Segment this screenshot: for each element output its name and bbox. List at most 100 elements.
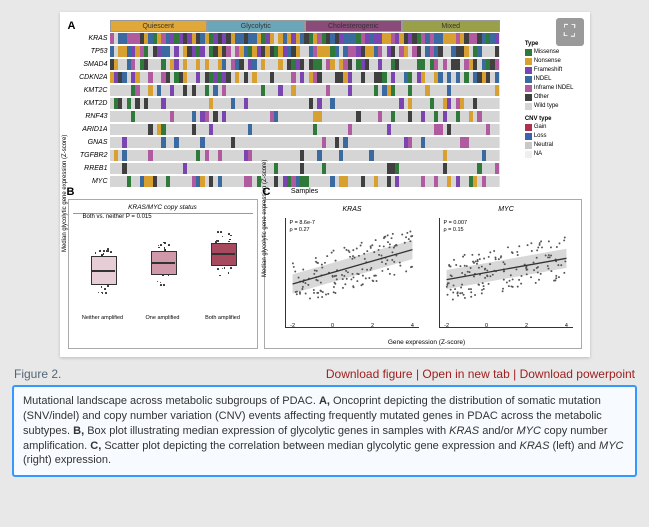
mut-legend-title: Type xyxy=(525,40,574,48)
svg-text:2: 2 xyxy=(524,323,527,327)
scatter-svg: -2024 xyxy=(440,218,573,327)
onco-track xyxy=(110,33,500,44)
scatter-pair: KRAS P = 8.6e-7 ρ = 0.27 -2024 MYC P = 0… xyxy=(269,204,577,344)
legend-item: Frameshift xyxy=(525,66,574,74)
onco-track xyxy=(110,98,500,109)
onco-track xyxy=(110,111,500,122)
svg-text:-2: -2 xyxy=(290,323,295,327)
figure-number: Figure 2. xyxy=(14,367,61,381)
oncoprint-row-KRAS: KRAS xyxy=(68,32,582,44)
oncoprint-row-KMT2C: KMT2C xyxy=(68,84,582,96)
svg-text:0: 0 xyxy=(485,323,488,327)
mutation-legend: Type MissenseNonsenseFrameshiftINDELInfr… xyxy=(525,40,574,159)
oncoprint-row-KMT2D: KMT2D xyxy=(68,97,582,109)
legend-label: Other xyxy=(534,93,549,101)
legend-label: Loss xyxy=(534,132,547,140)
gene-label-TGFBR2: TGFBR2 xyxy=(68,152,110,159)
legend-item: Gain xyxy=(525,123,574,131)
scatter-myc-title: MYC xyxy=(440,206,573,213)
legend-label: Nonsense xyxy=(534,57,561,65)
open-new-tab-link[interactable]: Open in new tab xyxy=(422,367,509,381)
cnv-legend-title: CNV type xyxy=(525,115,574,123)
legend-swatch xyxy=(525,133,532,140)
cnv-legend-items: GainLossNeutralNA xyxy=(525,123,574,158)
box-1 xyxy=(147,218,179,313)
legend-item: Other xyxy=(525,93,574,101)
onco-track xyxy=(110,85,500,96)
legend-item: NA xyxy=(525,150,574,158)
oncoprint-row-CDKN2A: CDKN2A xyxy=(68,71,582,83)
samples-axis-label: Samples xyxy=(110,188,500,195)
gene-label-GNAS: GNAS xyxy=(68,139,110,146)
box-xlabel: Neither amplified xyxy=(73,315,132,321)
bottom-panels: B KRAS/MYC copy status Both vs. neither … xyxy=(68,199,582,349)
subtype-header: QuiescentGlycolyticCholesterogenicMixed xyxy=(110,20,500,32)
legend-swatch xyxy=(525,85,532,92)
legend-swatch xyxy=(525,103,532,110)
oncoprint-row-TP53: TP53 xyxy=(68,45,582,57)
oncoprint-row-RNF43: RNF43 xyxy=(68,110,582,122)
subtype-mixed: Mixed xyxy=(402,20,500,32)
svg-text:2: 2 xyxy=(370,323,373,327)
gene-label-KMT2C: KMT2C xyxy=(68,87,110,94)
boxplot-title: KRAS/MYC copy status xyxy=(73,204,253,214)
oncoprint-row-TGFBR2: TGFBR2 xyxy=(68,149,582,161)
onco-track xyxy=(110,59,500,70)
onco-track xyxy=(110,150,500,161)
legend-item: Neutral xyxy=(525,141,574,149)
figure-panel: ⛶ A QuiescentGlycolyticCholesterogenicMi… xyxy=(60,12,590,357)
panel-a-oncoprint: A QuiescentGlycolyticCholesterogenicMixe… xyxy=(68,20,582,195)
legend-swatch xyxy=(525,67,532,74)
onco-track xyxy=(110,124,500,135)
gene-label-SMAD4: SMAD4 xyxy=(68,61,110,68)
gene-label-MYC: MYC xyxy=(68,178,110,185)
legend-label: NA xyxy=(534,150,542,158)
legend-label: Missense xyxy=(534,48,559,56)
legend-item: INDEL xyxy=(525,75,574,83)
scatter-ylabel: Median glycolytic gene expression (Z-sco… xyxy=(262,160,268,277)
onco-track xyxy=(110,72,500,83)
scatter-kras-stats: P = 8.6e-7 ρ = 0.27 xyxy=(290,220,315,234)
gene-label-KRAS: KRAS xyxy=(68,35,110,42)
legend-label: Frameshift xyxy=(534,66,562,74)
oncoprint-row-MYC: MYC xyxy=(68,175,582,187)
oncoprint-row-SMAD4: SMAD4 xyxy=(68,58,582,70)
legend-label: Inframe INDEL xyxy=(534,84,574,92)
gene-label-KMT2D: KMT2D xyxy=(68,100,110,107)
gene-label-CDKN2A: CDKN2A xyxy=(68,74,110,81)
mut-legend-items: MissenseNonsenseFrameshiftINDELInframe I… xyxy=(525,48,574,110)
download-figure-link[interactable]: Download figure xyxy=(326,367,413,381)
oncoprint-row-RREB1: RREB1 xyxy=(68,162,582,174)
svg-text:4: 4 xyxy=(410,323,413,327)
legend-swatch xyxy=(525,124,532,131)
scatter-svg: -2 0 2 4 xyxy=(286,218,419,327)
oncoprint-row-ARID1A: ARID1A xyxy=(68,123,582,135)
onco-track xyxy=(110,163,500,174)
boxplot-ylabel: Median glycolytic gene expression (Z-sco… xyxy=(62,135,68,252)
figure-links-row: Figure 2. Download figure | Open in new … xyxy=(14,367,635,381)
gene-label-RREB1: RREB1 xyxy=(68,165,110,172)
gene-label-RNF43: RNF43 xyxy=(68,113,110,120)
svg-text:0: 0 xyxy=(331,323,334,327)
boxplot-xlabels: Neither amplifiedOne amplifiedBoth ampli… xyxy=(73,315,253,321)
legend-label: Wild type xyxy=(534,102,559,110)
legend-swatch xyxy=(525,58,532,65)
legend-item: Inframe INDEL xyxy=(525,84,574,92)
panel-c-scatter: C Median glycolytic gene expression (Z-s… xyxy=(264,199,582,349)
figure-caption: Mutational landscape across metabolic su… xyxy=(12,385,637,477)
panel-a-label: A xyxy=(68,20,76,32)
legend-swatch xyxy=(525,76,532,83)
scatter-myc-stats: P = 0.007 ρ = 0.15 xyxy=(444,220,468,234)
legend-label: Gain xyxy=(534,123,547,131)
oncoprint-body: KRAS TP53 SMAD4 CDKN2A KMT2C KMT2D RNF43 ARID1A… xyxy=(68,32,582,187)
legend-swatch xyxy=(525,94,532,101)
gene-label-TP53: TP53 xyxy=(68,48,110,55)
download-ppt-link[interactable]: Download powerpoint xyxy=(520,367,635,381)
box-xlabel: One amplified xyxy=(133,315,192,321)
svg-text:-2: -2 xyxy=(444,323,449,327)
panel-b-boxplot: B KRAS/MYC copy status Both vs. neither … xyxy=(68,199,258,349)
onco-track xyxy=(110,176,500,187)
box-0 xyxy=(87,218,119,313)
subtype-cholesterogenic: Cholesterogenic xyxy=(305,20,403,32)
gene-label-ARID1A: ARID1A xyxy=(68,126,110,133)
